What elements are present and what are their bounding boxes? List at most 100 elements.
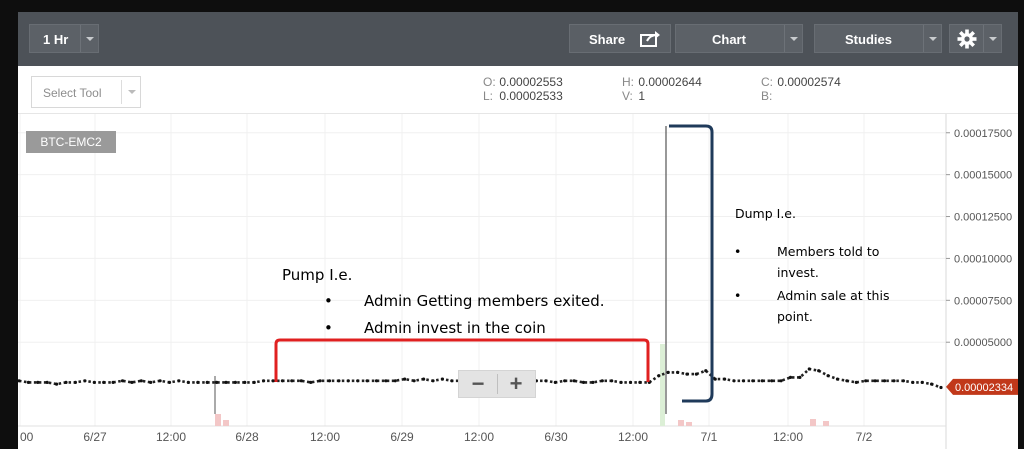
price-point <box>365 379 369 383</box>
bullet: • <box>734 288 742 303</box>
price-point <box>610 379 614 383</box>
price-point <box>318 379 322 383</box>
interval-dropdown[interactable]: 1 Hr <box>29 24 99 53</box>
dump-annotation-title: Dump I.e. <box>735 206 796 221</box>
price-point <box>205 380 209 384</box>
pump-item-text: Admin invest in the coin <box>364 319 546 337</box>
price-point <box>196 380 200 384</box>
dump-item-text: point. <box>777 309 813 324</box>
chart-type-label: Chart <box>712 32 746 47</box>
price-point <box>262 379 266 383</box>
select-tool-dropdown[interactable]: Select Tool <box>31 76 141 108</box>
b-key: B: <box>761 89 773 103</box>
zoom-control: − + <box>458 370 536 398</box>
price-point <box>393 379 397 383</box>
price-point <box>55 382 59 386</box>
close-value: 0.00002574 <box>777 75 841 89</box>
price-point <box>422 377 426 381</box>
zoom-in-button[interactable]: + <box>509 371 523 396</box>
select-tool-placeholder: Select Tool <box>43 86 102 100</box>
high-readout: H: 0.00002644 <box>622 75 702 89</box>
price-point <box>384 379 388 383</box>
price-point <box>826 374 830 378</box>
price-point <box>883 379 887 383</box>
price-point <box>374 379 379 383</box>
price-point <box>356 379 360 383</box>
volume-readout: V: 1 <box>622 89 645 103</box>
price-point <box>102 380 106 384</box>
price-point <box>92 380 96 384</box>
price-point <box>130 380 134 384</box>
bullet: • <box>324 319 333 337</box>
price-point <box>911 380 915 384</box>
price-point <box>807 367 811 371</box>
dump-item-text: invest. <box>777 265 819 280</box>
price-point <box>327 379 332 383</box>
current-price-marker <box>946 378 1018 395</box>
settings-dropdown[interactable] <box>949 24 1002 53</box>
price-point <box>741 379 746 383</box>
high-value: 0.00002644 <box>638 75 702 89</box>
price-point <box>676 370 680 374</box>
low-key: L: <box>483 89 494 103</box>
chevron-down-icon <box>80 25 98 52</box>
price-point <box>666 370 670 374</box>
price-point <box>26 380 30 384</box>
price-point <box>553 380 557 384</box>
pump-annotation-title: Pump I.e. <box>282 266 353 284</box>
dump-bracket <box>669 124 714 403</box>
studies-dropdown[interactable]: Studies <box>814 24 942 53</box>
pump-item-text: Admin Getting members exited. <box>364 292 605 310</box>
price-point <box>309 380 313 384</box>
price-point <box>798 375 802 379</box>
open-readout: O: 0.00002553 <box>483 75 563 89</box>
price-point <box>544 379 548 383</box>
price-point <box>271 379 275 383</box>
low-value: 0.00002533 <box>499 89 563 103</box>
price-point <box>572 379 576 383</box>
price-point <box>149 380 153 384</box>
price-point <box>403 377 407 381</box>
interval-label: 1 Hr <box>43 32 69 47</box>
price-point <box>280 379 284 383</box>
price-point <box>760 379 764 383</box>
price-point <box>64 380 68 384</box>
chart-toolbar: 1 Hr Share Chart Studies <box>18 12 1018 66</box>
price-point <box>619 380 623 384</box>
symbol-badge: BTC-EMC2 <box>26 131 116 153</box>
price-point <box>346 379 350 383</box>
price-point <box>290 379 294 383</box>
price-series-line <box>18 367 942 389</box>
price-point <box>628 380 633 384</box>
price-point <box>139 379 143 383</box>
price-point <box>835 377 840 381</box>
divider <box>497 374 498 394</box>
price-point <box>111 380 115 384</box>
chevron-down-icon <box>128 90 136 94</box>
price-point <box>732 379 736 383</box>
share-button[interactable]: Share <box>569 24 671 53</box>
price-point <box>83 379 87 383</box>
chevron-down-icon <box>983 25 1001 52</box>
price-point <box>685 372 689 376</box>
price-point <box>939 385 943 390</box>
volume-key: V: <box>622 89 633 103</box>
x-tick-label: 12:00 <box>156 430 186 444</box>
x-tick-label: 6/30 <box>544 430 568 444</box>
price-point <box>873 379 877 383</box>
x-tick-label: 12:00 <box>310 430 340 444</box>
volume-bar <box>810 419 816 426</box>
dump-item-text: Admin sale at this <box>777 288 890 303</box>
price-point <box>892 379 896 383</box>
price-point <box>770 379 774 383</box>
y-tick-label: 0.00015000 <box>954 170 1012 182</box>
price-point <box>713 377 717 381</box>
price-point <box>252 380 256 384</box>
gear-icon <box>957 29 977 52</box>
price-chart[interactable]: 0.00017500 0.00015000 0.00012500 0.00010000… <box>18 114 1018 449</box>
x-tick-label: 6/28 <box>235 430 259 444</box>
zoom-out-button[interactable]: − <box>471 371 485 396</box>
current-price-label: 0.00002334 <box>955 382 1013 394</box>
chart-type-dropdown[interactable]: Chart <box>675 24 803 53</box>
price-point <box>243 380 247 384</box>
